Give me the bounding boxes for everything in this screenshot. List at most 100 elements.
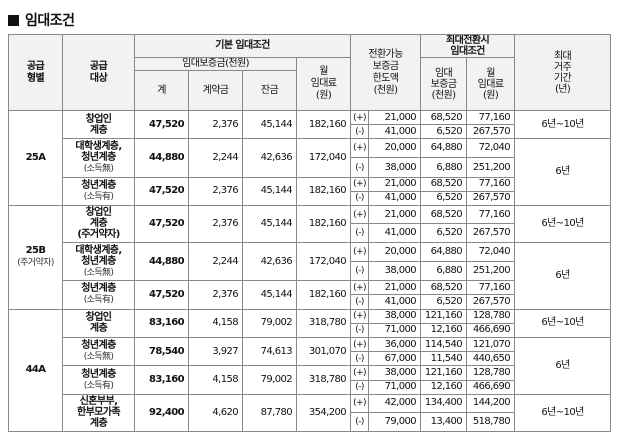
deposit-balance: 45,144 bbox=[242, 204, 297, 244]
conversion-sign: (-) bbox=[350, 157, 370, 178]
section-title-text: 임대조건 bbox=[25, 13, 75, 29]
converted-rent: 77,160 bbox=[466, 204, 516, 225]
deposit-contract: 2,376 bbox=[188, 176, 243, 206]
conversion-sign: (-) bbox=[350, 261, 370, 282]
table-body: 25A 창업인 계층 47,520 2,376 45,144 182,160 (+) 21,00… bbox=[8, 109, 612, 433]
converted-deposit: 68,520 bbox=[420, 280, 468, 296]
conversion-limit: 71,000 bbox=[368, 322, 422, 338]
conversion-limit: 79,000 bbox=[368, 412, 422, 432]
converted-deposit: 121,160 bbox=[420, 308, 468, 324]
deposit-contract: 4,158 bbox=[188, 365, 243, 395]
conversion-limit: 71,000 bbox=[368, 379, 422, 395]
deposit-balance: 45,144 bbox=[242, 176, 297, 206]
deposit-balance: 45,144 bbox=[242, 109, 297, 140]
max-period: 6년 bbox=[514, 242, 612, 310]
conversion-limit: 41,000 bbox=[368, 223, 422, 244]
conversion-sign: (-) bbox=[350, 190, 370, 206]
supply-target: 청년계층 (소득有) bbox=[62, 176, 135, 206]
conversion-sign: (+) bbox=[350, 176, 370, 192]
monthly-rent: 172,040 bbox=[295, 138, 352, 178]
converted-deposit: 12,160 bbox=[420, 322, 468, 338]
converted-deposit: 6,520 bbox=[420, 190, 468, 206]
deposit-total: 83,160 bbox=[134, 365, 189, 395]
conversion-limit: 21,000 bbox=[368, 204, 422, 225]
header-conversion-limit: 전환가능 보증금 한도액 (천원) bbox=[350, 34, 422, 111]
deposit-total: 47,520 bbox=[134, 280, 189, 310]
supply-target: 청년계층 (소득有) bbox=[62, 280, 135, 310]
table-row: 25A 창업인 계층 47,520 2,376 45,144 182,160 (+) 21,00… bbox=[8, 109, 612, 206]
converted-rent: 77,160 bbox=[466, 176, 516, 192]
deposit-contract: 4,620 bbox=[188, 393, 243, 433]
monthly-rent: 182,160 bbox=[295, 109, 352, 140]
conversion-sign: (+) bbox=[350, 393, 370, 414]
table-row: (-) 67,000 11,540 440,650 bbox=[9, 351, 611, 367]
monthly-rent: 182,160 bbox=[295, 176, 352, 206]
converted-deposit: 64,880 bbox=[420, 138, 468, 159]
square-bullet-icon bbox=[8, 14, 19, 26]
monthly-rent: 172,040 bbox=[295, 242, 352, 282]
converted-rent: 267,570 bbox=[466, 190, 516, 206]
income-note: (소득無) bbox=[83, 163, 114, 174]
supply-target: 청년계층 (소득有) bbox=[62, 365, 135, 395]
conversion-limit: 41,000 bbox=[368, 190, 422, 206]
supply-target: 창업인 계층 (주거약자) bbox=[62, 204, 135, 244]
header-max-period: 최대 거주 기간 (년) bbox=[514, 34, 612, 111]
deposit-total: 78,540 bbox=[134, 336, 189, 367]
conversion-limit: 21,000 bbox=[368, 109, 422, 126]
conversion-limit: 36,000 bbox=[368, 336, 422, 353]
converted-rent: 144,200 bbox=[466, 393, 516, 414]
converted-deposit: 134,400 bbox=[420, 393, 468, 414]
deposit-balance: 42,636 bbox=[242, 242, 297, 282]
deposit-total: 44,880 bbox=[134, 242, 189, 282]
supply-target: 대학생계층, 청년계층 (소득無) bbox=[62, 138, 135, 178]
deposit-balance: 87,780 bbox=[242, 393, 297, 433]
deposit-balance: 79,002 bbox=[242, 365, 297, 395]
supply-type: 25A bbox=[8, 110, 63, 206]
converted-rent: 72,040 bbox=[466, 138, 516, 159]
converted-rent: 77,160 bbox=[466, 109, 516, 126]
converted-deposit: 68,520 bbox=[420, 204, 468, 225]
income-note: (소득有) bbox=[83, 295, 114, 306]
deposit-total: 47,520 bbox=[134, 109, 189, 140]
converted-deposit: 121,160 bbox=[420, 365, 468, 381]
conversion-sign: (+) bbox=[350, 242, 370, 263]
converted-rent: 267,570 bbox=[466, 124, 516, 140]
deposit-balance: 42,636 bbox=[242, 138, 297, 178]
converted-rent: 267,570 bbox=[466, 223, 516, 244]
supply-target: 대학생계층, 청년계층 (소득無) bbox=[62, 242, 135, 282]
table-row: 25B (주거약자) 창업인 계층 (주거약자) 47,520 2,376 45,144 182… bbox=[8, 204, 612, 310]
converted-deposit: 6,520 bbox=[420, 294, 468, 310]
converted-rent: 440,650 bbox=[466, 351, 516, 367]
converted-deposit: 13,400 bbox=[420, 412, 468, 432]
header-conv-rent: 월 임대료 (원) bbox=[466, 57, 516, 111]
header-supply-target: 공급 대상 bbox=[62, 34, 135, 111]
conversion-sign: (+) bbox=[350, 365, 370, 381]
table-row: (-) 41,000 6,520 267,570 bbox=[9, 294, 611, 310]
deposit-balance: 79,002 bbox=[242, 308, 297, 338]
deposit-contract: 2,244 bbox=[188, 242, 243, 282]
supply-target: 청년계층 (소득無) bbox=[62, 336, 135, 367]
deposit-total: 92,400 bbox=[134, 393, 189, 433]
conversion-limit: 41,000 bbox=[368, 294, 422, 310]
deposit-contract: 4,158 bbox=[188, 308, 243, 338]
converted-deposit: 6,520 bbox=[420, 223, 468, 244]
header-deposit: 임대보증금(천원) bbox=[134, 57, 297, 71]
converted-deposit: 6,520 bbox=[420, 124, 468, 140]
supply-type-note: (주거약자) bbox=[17, 258, 54, 269]
supply-type: 44A bbox=[8, 308, 63, 433]
header-max-conversion: 최대전환시 임대조건 bbox=[420, 34, 516, 58]
conversion-limit: 38,000 bbox=[368, 261, 422, 282]
supply-type: 25B (주거약자) bbox=[8, 204, 63, 310]
conversion-limit: 41,000 bbox=[368, 124, 422, 140]
table-row: (-) 41,000 6,520 267,570 bbox=[9, 223, 611, 244]
converted-rent: 121,070 bbox=[466, 336, 516, 353]
table-row: 청년계층 (소득有) 83,160 4,158 79,002 318,780 (+) 38,0… bbox=[9, 365, 611, 395]
converted-rent: 466,690 bbox=[466, 379, 516, 395]
deposit-balance: 74,613 bbox=[242, 336, 297, 367]
conversion-limit: 42,000 bbox=[368, 393, 422, 414]
converted-rent: 77,160 bbox=[466, 280, 516, 296]
deposit-total: 47,520 bbox=[134, 204, 189, 244]
converted-rent: 466,690 bbox=[466, 322, 516, 338]
conversion-sign: (-) bbox=[350, 294, 370, 310]
max-period: 6년~10년 bbox=[514, 393, 612, 433]
